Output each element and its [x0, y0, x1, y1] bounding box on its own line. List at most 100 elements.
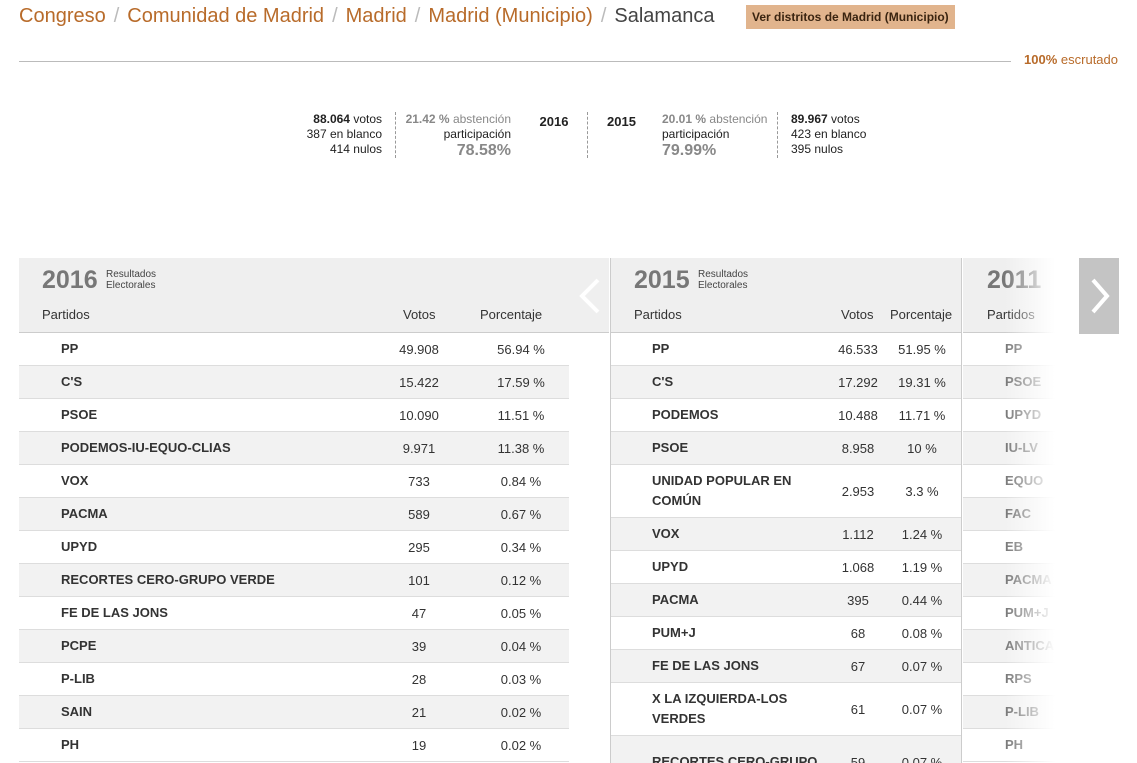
- breadcrumb-provincia[interactable]: Madrid: [345, 5, 407, 27]
- party-votes: 17.292: [838, 374, 878, 390]
- party-votes: 61: [850, 701, 866, 717]
- party-name: PSOE: [652, 440, 689, 455]
- next-arrow-icon[interactable]: [1079, 258, 1119, 334]
- summary-year-2015: 2015: [587, 112, 655, 158]
- summary-year-2016: 2016: [539, 114, 569, 129]
- view-districts-button[interactable]: Ver distritos de Madrid (Municipio): [746, 5, 955, 29]
- party-votes: 1.112: [842, 526, 874, 542]
- party-pct: 0.02 %: [500, 704, 542, 720]
- results-table-2015: 2015 Resultados Electorales Partidos Voto…: [610, 258, 962, 763]
- party-name: PACMA: [1005, 572, 1052, 587]
- table-row: PH: [963, 729, 1055, 762]
- party-pct: 0.67 %: [500, 506, 542, 522]
- party-votes: 28: [411, 671, 427, 687]
- previous-arrow-icon[interactable]: [572, 270, 608, 322]
- votes-label: votos: [831, 112, 860, 126]
- table-row: UPYD 1.068 1.19 %: [611, 551, 961, 584]
- party-name: PSOE: [61, 407, 98, 422]
- breadcrumb: Congreso / Comunidad de Madrid / Madrid …: [19, 5, 714, 28]
- party-pct: 3.3 %: [905, 483, 939, 499]
- column-votes: Votos: [403, 307, 436, 322]
- party-votes: 67: [850, 658, 866, 674]
- party-pct: 0.07 %: [901, 701, 943, 717]
- breadcrumb-separator: /: [332, 5, 338, 27]
- party-votes: 8.958: [841, 440, 875, 456]
- party-votes: 589: [408, 506, 430, 522]
- table-row: UPYD: [963, 399, 1055, 432]
- party-pct: 0.34 %: [500, 539, 542, 555]
- table-row: PP 46.533 51.95 %: [611, 333, 961, 366]
- party-pct: 0.44 %: [901, 592, 943, 608]
- votes-label: votos: [353, 112, 382, 126]
- table-row: PACMA: [963, 564, 1055, 597]
- party-name: IU-LV: [1005, 440, 1038, 455]
- party-name: PODEMOS: [652, 407, 719, 422]
- party-votes: 68: [850, 625, 866, 641]
- breadcrumb-comunidad[interactable]: Comunidad de Madrid: [127, 5, 325, 27]
- party-name: UPYD: [652, 559, 689, 574]
- party-name: ANTICAPITALISTAS: [1005, 638, 1055, 653]
- null-2015: 395 nulos: [791, 142, 844, 156]
- blank-2016: 387 en blanco: [306, 127, 382, 141]
- party-name: C'S: [61, 374, 83, 389]
- column-party: Partidos: [42, 307, 90, 322]
- party-pct: 56.94 %: [497, 341, 545, 357]
- table-row: P-LIB: [963, 696, 1055, 729]
- table-row: VOX 1.112 1.24 %: [611, 518, 961, 551]
- party-name: SAIN: [61, 704, 93, 719]
- table-header: 2016 Resultados Electorales Partidos Voto…: [19, 258, 609, 333]
- party-pct: 0.07 %: [901, 658, 943, 674]
- table-header: 2011 Partidos: [963, 258, 1055, 333]
- party-pct: 17.59 %: [497, 374, 545, 390]
- participation-2015: 79.99%: [662, 142, 717, 159]
- table-row: PSOE: [963, 366, 1055, 399]
- party-pct: 0.12 %: [500, 572, 542, 588]
- table-row: PACMA 589 0.67 %: [19, 498, 569, 531]
- table-row: PSOE 10.090 11.51 %: [19, 399, 569, 432]
- table-row: PODEMOS-IU-EQUO-CLIAS 9.971 11.38 %: [19, 432, 569, 465]
- party-name: PSOE: [1005, 374, 1042, 389]
- results-table-2011: 2011 Partidos PP PSOE UPYD IU-LV EQUO FAC EB PA…: [963, 258, 1055, 763]
- party-name: RECORTES CERO-GRUPO VERDE: [61, 572, 275, 587]
- table-row: PH 19 0.02 %: [19, 729, 569, 762]
- table-row: PP 49.908 56.94 %: [19, 333, 569, 366]
- table-row: PACMA 395 0.44 %: [611, 584, 961, 617]
- table-row: UPYD 295 0.34 %: [19, 531, 569, 564]
- party-pct: 0.84 %: [500, 473, 542, 489]
- scrutiny-status: 100% escrutado: [1024, 52, 1118, 67]
- breadcrumb-separator: /: [600, 5, 607, 27]
- scrutiny-label: escrutado: [1060, 52, 1118, 67]
- null-2016: 414 nulos: [329, 142, 382, 156]
- table-row: SAIN 21 0.02 %: [19, 696, 569, 729]
- party-name: UNIDAD POPULAR EN COMÚN: [652, 473, 792, 508]
- party-name: PUM+J: [1005, 605, 1049, 620]
- party-votes: 15.422: [399, 374, 439, 390]
- party-votes: 39: [411, 638, 427, 654]
- party-votes: 295: [408, 539, 430, 555]
- table-year: 2011: [987, 266, 1042, 294]
- table-row: IU-LV: [963, 432, 1055, 465]
- party-pct: 0.05 %: [500, 605, 542, 621]
- table-subtitle: Resultados Electorales: [106, 269, 157, 291]
- table-year: 2016: [42, 266, 98, 294]
- breadcrumb-current: Salamanca: [614, 5, 715, 27]
- abstention-label: abstención: [709, 112, 768, 126]
- column-votes: Votos: [841, 307, 874, 322]
- party-pct: 10 %: [907, 440, 937, 456]
- scrutiny-pct: 100%: [1024, 52, 1058, 67]
- party-votes: 2.953: [841, 483, 875, 499]
- party-pct: 0.04 %: [500, 638, 542, 654]
- table-row: C'S 15.422 17.59 %: [19, 366, 569, 399]
- party-name: FE DE LAS JONS: [61, 605, 168, 620]
- summary-2015-stats: 89.967 votos 423 en blanco 395 nulos: [777, 112, 887, 158]
- breadcrumb-congreso[interactable]: Congreso: [19, 5, 106, 27]
- party-votes: 47: [411, 605, 427, 621]
- party-name: VOX: [652, 526, 680, 541]
- party-name: VOX: [61, 473, 89, 488]
- party-name: UPYD: [61, 539, 98, 554]
- breadcrumb-municipio[interactable]: Madrid (Municipio): [428, 5, 593, 27]
- party-name: PP: [1005, 341, 1023, 356]
- table-row: PP: [963, 333, 1055, 366]
- table-row: FE DE LAS JONS 47 0.05 %: [19, 597, 569, 630]
- column-party: Partidos: [987, 307, 1035, 322]
